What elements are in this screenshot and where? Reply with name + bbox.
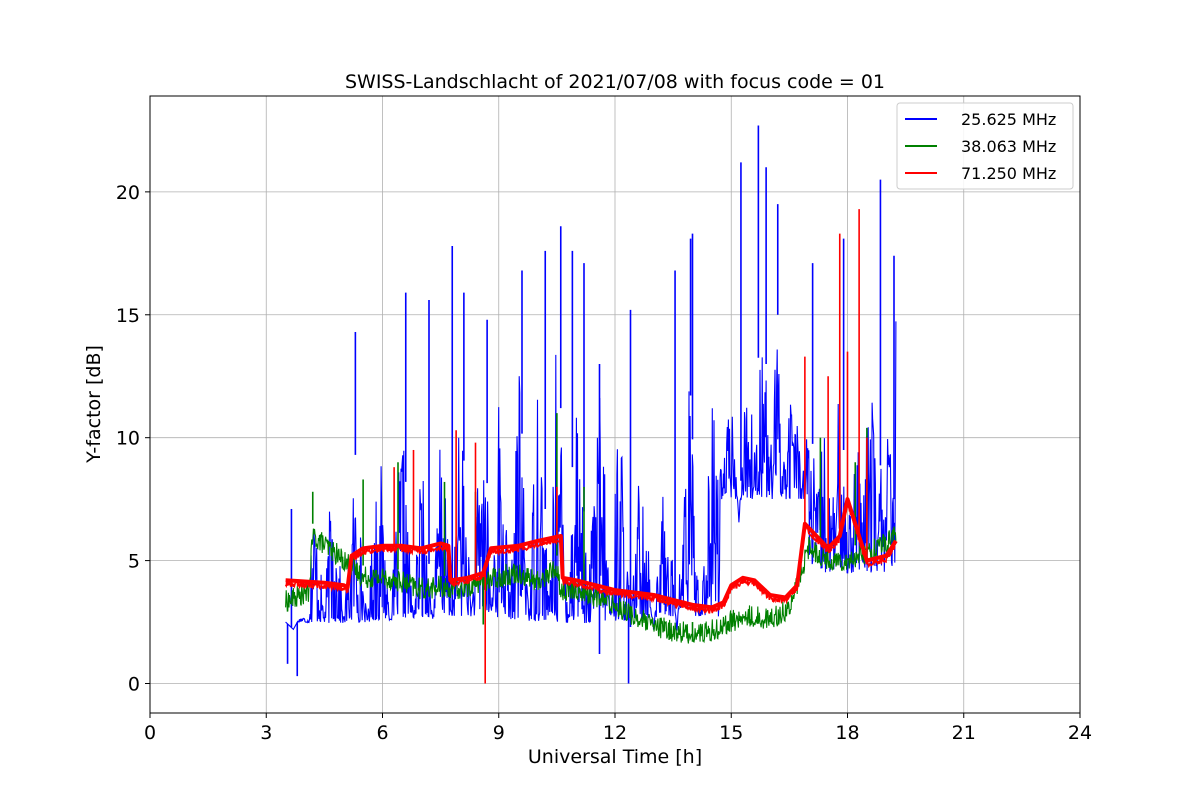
y-axis: 0 5 10 15 20 — [116, 182, 150, 696]
chart-title: SWISS-Landschlacht of 2021/07/08 with fo… — [345, 71, 885, 93]
x-tick-label: 12 — [603, 722, 627, 744]
legend-box — [896, 102, 1074, 190]
legend-label: 38.063 MHz — [961, 137, 1056, 156]
series-core-line — [285, 497, 898, 610]
x-tick-label: 3 — [260, 722, 272, 744]
y-tick-label: 5 — [128, 551, 140, 573]
series-25-625-mhz — [285, 125, 897, 684]
legend: 25.625 MHz 38.063 MHz 71.250 MHz — [896, 102, 1074, 190]
y-tick-label: 15 — [116, 305, 140, 327]
series-layer — [284, 125, 898, 684]
x-tick-label: 6 — [376, 722, 388, 744]
y-tick-label: 0 — [128, 674, 140, 696]
x-tick-label: 9 — [493, 722, 505, 744]
x-tick-label: 0 — [144, 722, 156, 744]
legend-label: 25.625 MHz — [961, 110, 1056, 129]
series-line — [285, 321, 897, 631]
x-tick-label: 18 — [835, 722, 859, 744]
y-tick-label: 20 — [116, 182, 140, 204]
x-tick-label: 21 — [952, 722, 976, 744]
x-tick-label: 24 — [1068, 722, 1092, 744]
legend-label: 71.250 MHz — [961, 164, 1056, 183]
x-axis-label: Universal Time [h] — [528, 746, 702, 768]
x-tick-label: 15 — [719, 722, 743, 744]
x-axis: 0 3 6 9 12 15 18 21 24 — [144, 713, 1092, 744]
y-axis-label: Y-factor [dB] — [83, 345, 105, 464]
y-tick-label: 10 — [116, 428, 140, 450]
